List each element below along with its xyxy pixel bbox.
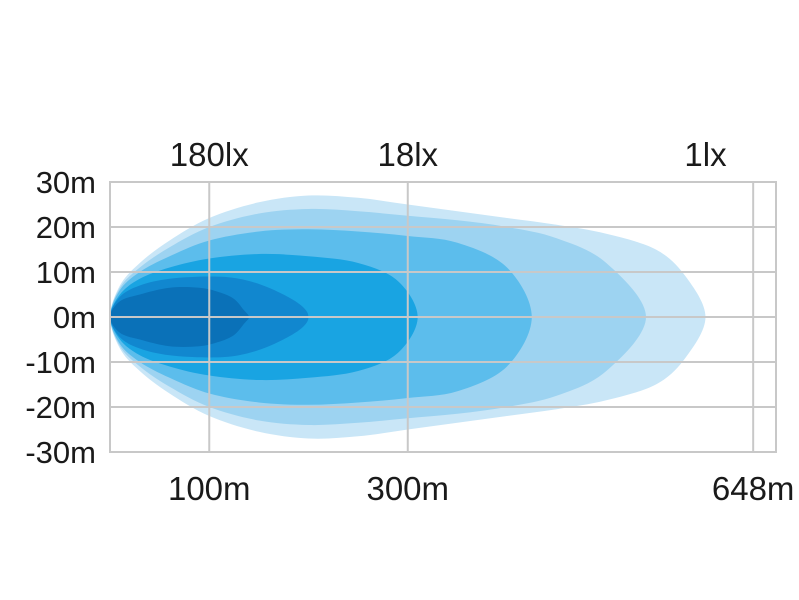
x-axis-labels: 100m 300m 648m xyxy=(168,470,794,507)
y-tick-label: 0m xyxy=(53,300,96,335)
lux-label: 180lx xyxy=(170,136,249,173)
x-tick-label: 648m xyxy=(712,470,795,507)
lux-labels: 180lx 18lx 1lx xyxy=(170,136,727,173)
lux-label: 18lx xyxy=(377,136,438,173)
x-tick-label: 300m xyxy=(366,470,449,507)
y-tick-label: -10m xyxy=(25,345,96,380)
lux-label: 1lx xyxy=(684,136,727,173)
y-tick-label: -30m xyxy=(25,435,96,470)
y-axis-labels: 30m 20m 10m 0m -10m -20m -30m xyxy=(25,165,96,470)
y-tick-label: 20m xyxy=(36,210,96,245)
y-tick-label: 30m xyxy=(36,165,96,200)
y-tick-label: 10m xyxy=(36,255,96,290)
x-tick-label: 100m xyxy=(168,470,251,507)
y-tick-label: -20m xyxy=(25,390,96,425)
grid xyxy=(109,181,777,453)
